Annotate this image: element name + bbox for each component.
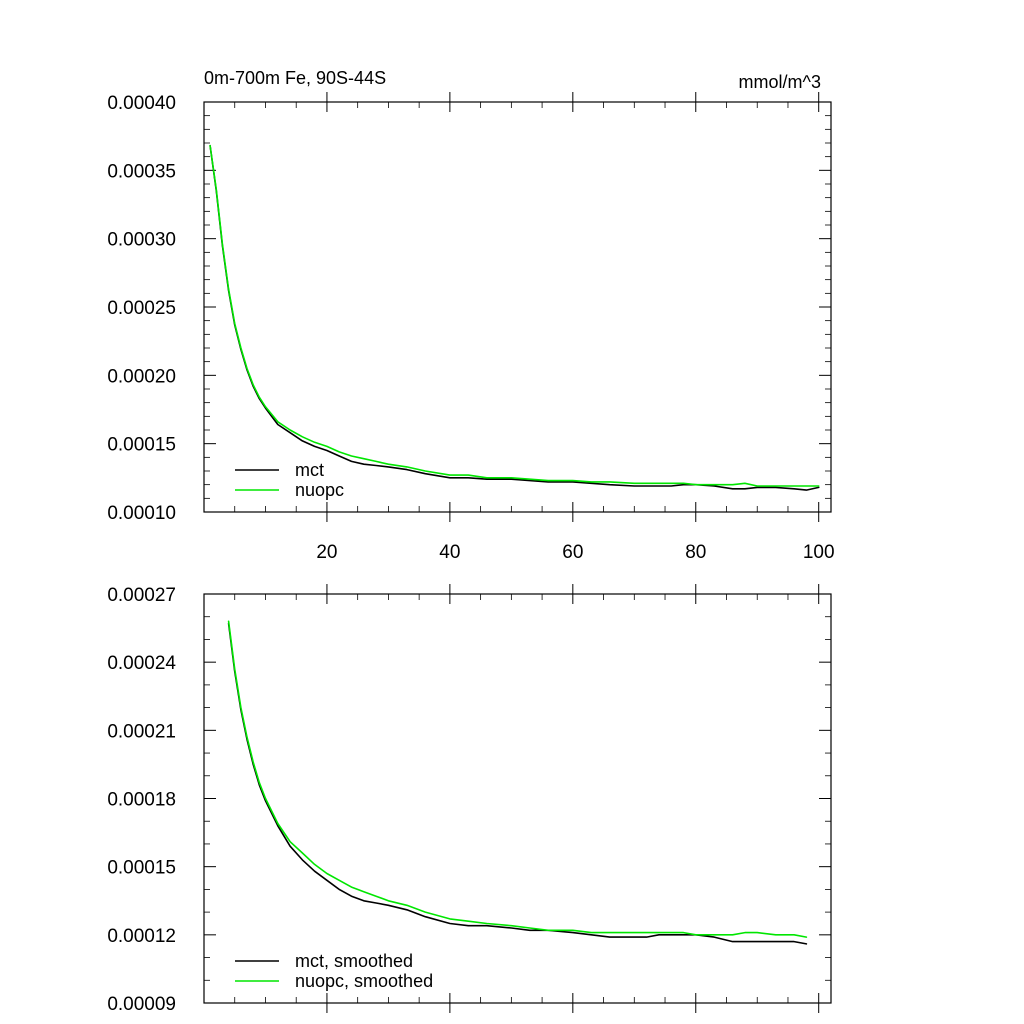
legend-label: nuopc, smoothed — [295, 971, 433, 991]
x-tick-label: 100 — [803, 542, 835, 563]
x-tick-label: 60 — [562, 542, 583, 563]
x-tick-label: 20 — [316, 542, 337, 563]
y-tick-label: 0.00018 — [107, 790, 176, 811]
x-tick-label: 40 — [439, 542, 460, 563]
y-tick-label: 0.00012 — [107, 926, 176, 947]
y-tick-label: 0.00010 — [107, 503, 176, 524]
y-tick-label: 0.00025 — [107, 298, 176, 319]
series-line-nuopc — [209, 144, 820, 487]
y-tick-label: 0.00035 — [107, 161, 176, 182]
plot-frame — [203, 101, 832, 513]
y-tick-label: 0.00009 — [107, 994, 176, 1015]
series-line-mct — [227, 622, 808, 945]
y-tick-label: 0.00030 — [107, 230, 176, 251]
y-tick-label: 0.00015 — [107, 435, 176, 456]
series-line-nuopc — [227, 620, 808, 938]
panel-top: 20 40 60 80 100 0.00010 0.00015 0.00020 0.00025 0… — [107, 68, 834, 563]
x-tick-label: 80 — [685, 542, 706, 563]
panel-bottom: 0.00009 0.00012 0.00015 0.00018 0.00021 0.000… — [107, 584, 832, 1015]
y-tick-label: 0.00027 — [107, 585, 176, 606]
y-tick-label: 0.00020 — [107, 366, 176, 387]
legend-label: nuopc — [295, 480, 344, 500]
legend-label: mct — [295, 460, 324, 480]
y-tick-label: 0.00015 — [107, 858, 176, 879]
legend-label: mct, smoothed — [295, 951, 413, 971]
y-tick-label: 0.00040 — [107, 93, 176, 114]
chart-title: 0m-700m Fe, 90S-44S — [204, 68, 386, 88]
y-tick-label: 0.00024 — [107, 653, 176, 674]
chart-units: mmol/m^3 — [739, 72, 821, 92]
y-tick-label: 0.00021 — [107, 721, 176, 742]
series-line-mct — [209, 144, 820, 491]
